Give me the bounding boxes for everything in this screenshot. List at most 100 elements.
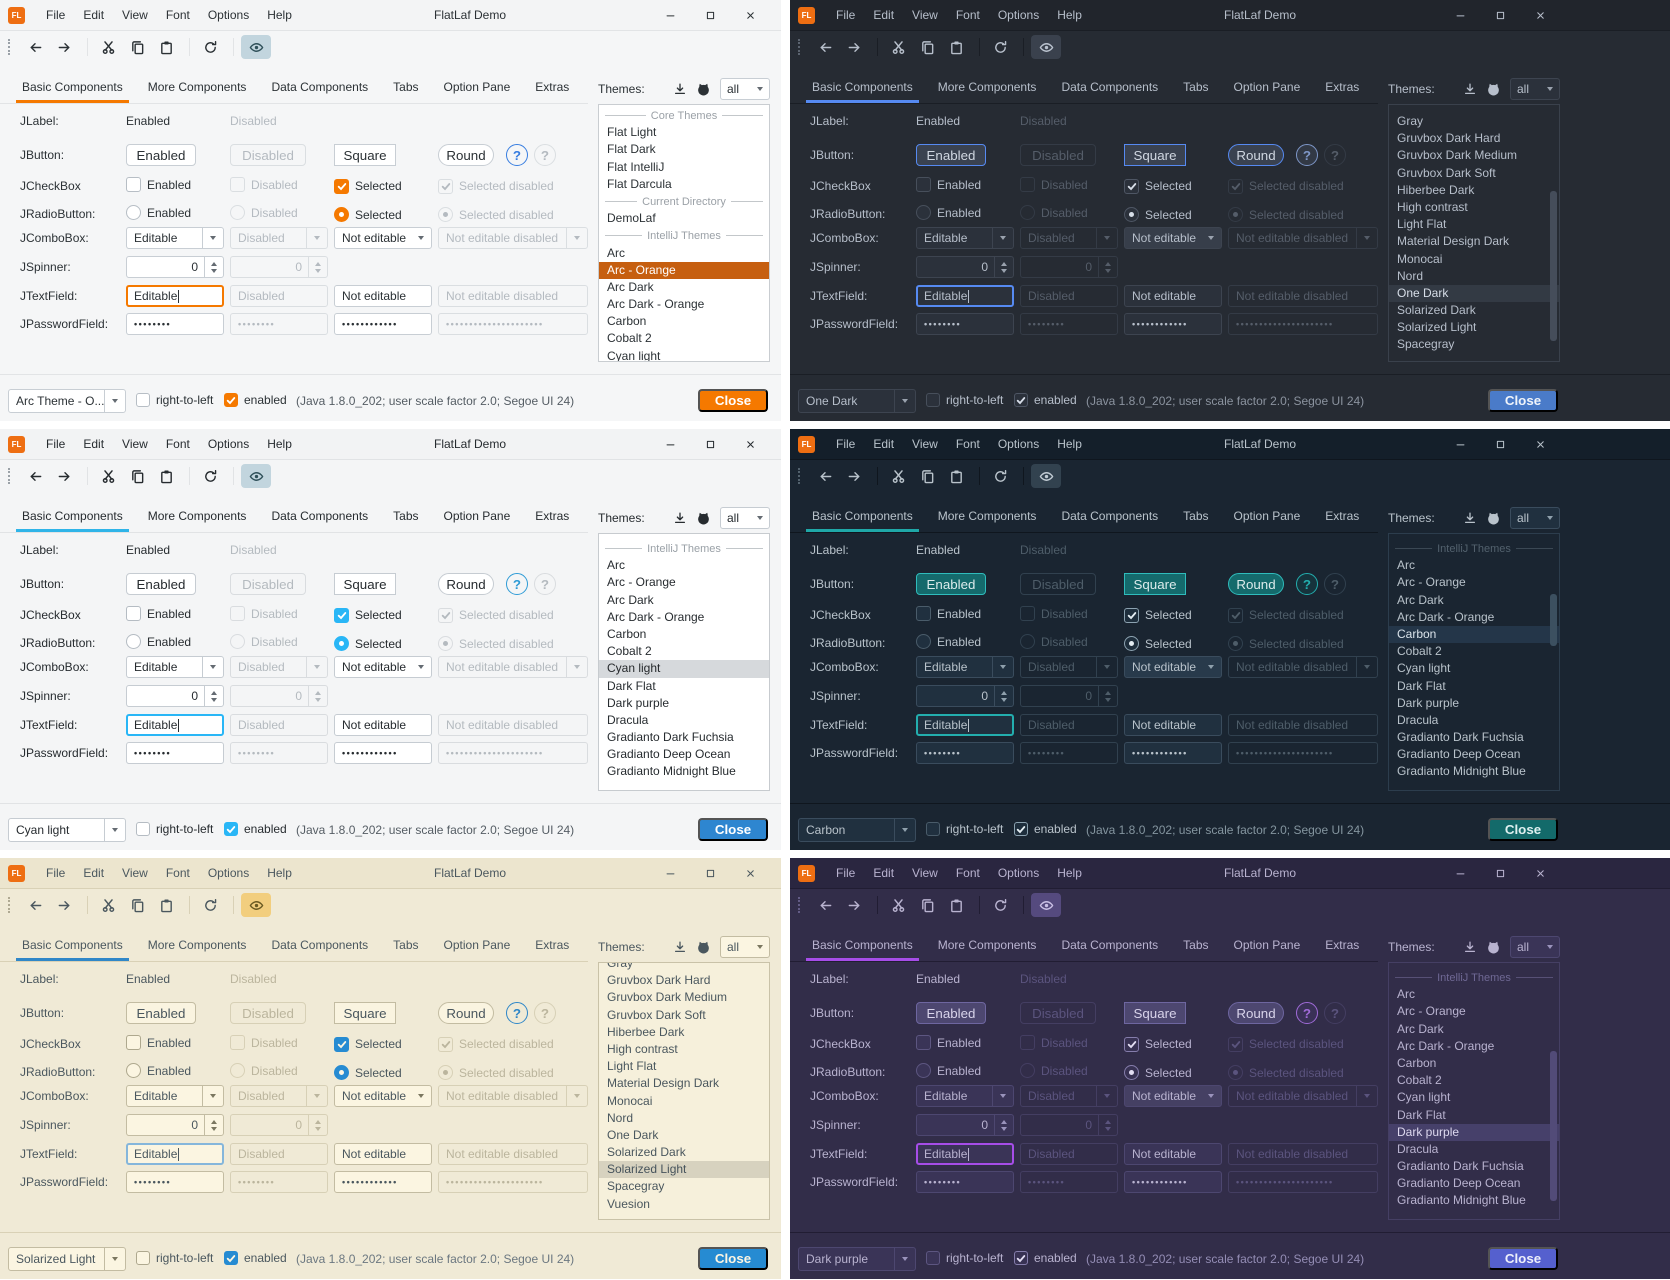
paste-icon[interactable]: [153, 893, 179, 917]
menu-file[interactable]: File: [46, 866, 66, 880]
theme-list-item[interactable]: Arc Dark - Orange: [607, 297, 705, 312]
theme-list-item[interactable]: Gruvbox Dark Medium: [1397, 148, 1518, 163]
enabled-checkbox[interactable]: enabled: [224, 393, 287, 407]
close-window-button[interactable]: [1520, 429, 1560, 459]
menu-view[interactable]: View: [122, 866, 148, 880]
help-button[interactable]: ?: [506, 1002, 528, 1024]
theme-list-item[interactable]: Solarized Dark: [1397, 303, 1476, 318]
textfield-editable[interactable]: Editable: [916, 714, 1014, 736]
theme-list-item[interactable]: Arc Dark - Orange: [607, 609, 705, 624]
round-button[interactable]: Round: [1228, 1002, 1284, 1024]
theme-list-item[interactable]: Dracula: [1397, 712, 1439, 727]
tab-option-pane[interactable]: Option Pane: [443, 509, 511, 523]
round-button[interactable]: Round: [438, 1002, 494, 1024]
download-icon[interactable]: [1463, 82, 1477, 96]
tab-more-components[interactable]: More Components: [937, 938, 1037, 952]
help-button[interactable]: ?: [1296, 144, 1318, 166]
minimize-window-button[interactable]: [1440, 0, 1480, 30]
toolbar-grip-handle[interactable]: [8, 39, 13, 55]
textfield-editable[interactable]: Editable: [916, 285, 1014, 307]
theme-combobox[interactable]: Dark purple: [798, 1247, 916, 1271]
theme-list-item[interactable]: Dark Flat: [1397, 1107, 1446, 1122]
maximize-window-button[interactable]: [1480, 429, 1520, 459]
radio-enabled[interactable]: Enabled: [126, 205, 191, 220]
round-button[interactable]: Round: [1228, 144, 1284, 166]
theme-list-item[interactable]: Cobalt 2: [607, 644, 652, 659]
tab-extras[interactable]: Extras: [1325, 509, 1360, 523]
menu-options[interactable]: Options: [997, 866, 1040, 880]
tab-tabs[interactable]: Tabs: [393, 509, 419, 523]
download-icon[interactable]: [1463, 511, 1477, 525]
enabled-button[interactable]: Enabled: [916, 144, 986, 166]
spinner-arrows[interactable]: [204, 257, 223, 277]
theme-list-item[interactable]: Light Flat: [607, 1059, 657, 1074]
checkbox-enabled[interactable]: Enabled: [916, 606, 981, 621]
theme-list-item[interactable]: Gradianto Dark Fuchsia: [1397, 730, 1524, 745]
tab-data-components[interactable]: Data Components: [271, 80, 369, 94]
paste-icon[interactable]: [153, 464, 179, 488]
textfield-not-editable[interactable]: Not editable: [334, 285, 432, 307]
menu-font[interactable]: Font: [955, 866, 980, 880]
menu-edit[interactable]: Edit: [83, 866, 105, 880]
menu-file[interactable]: File: [46, 8, 66, 22]
paste-icon[interactable]: [943, 35, 969, 59]
toolbar-grip-handle[interactable]: [798, 897, 803, 913]
passwordfield[interactable]: ••••••••: [916, 1171, 1014, 1193]
theme-list-item[interactable]: Cyan light: [1397, 661, 1451, 676]
spinner-arrows[interactable]: [994, 686, 1013, 706]
menu-view[interactable]: View: [122, 8, 148, 22]
tab-more-components[interactable]: More Components: [147, 80, 247, 94]
enabled-checkbox[interactable]: enabled: [1014, 1251, 1077, 1265]
round-button[interactable]: Round: [438, 573, 494, 595]
tab-option-pane[interactable]: Option Pane: [443, 938, 511, 952]
themes-filter-combobox[interactable]: all: [1510, 507, 1560, 529]
checkbox-selected[interactable]: Selected: [1124, 178, 1192, 194]
enabled-button[interactable]: Enabled: [916, 1002, 986, 1024]
menu-options[interactable]: Options: [997, 8, 1040, 22]
eye-icon[interactable]: [241, 35, 271, 59]
theme-list-item[interactable]: Hiberbee Dark: [607, 1024, 685, 1039]
theme-list-item-selected[interactable]: Solarized Light: [599, 1161, 769, 1179]
paste-icon[interactable]: [153, 35, 179, 59]
tab-more-components[interactable]: More Components: [147, 938, 247, 952]
scrollbar-thumb[interactable]: [1550, 191, 1557, 341]
theme-list-item[interactable]: Nord: [1397, 268, 1424, 283]
eye-icon[interactable]: [1031, 35, 1061, 59]
spinner-arrows[interactable]: [204, 1115, 223, 1135]
checkbox-selected[interactable]: Selected: [334, 607, 402, 623]
tab-basic-components[interactable]: Basic Components: [806, 80, 919, 103]
theme-list-item-selected[interactable]: One Dark: [1389, 284, 1559, 303]
theme-list-item[interactable]: Cobalt 2: [1397, 1073, 1442, 1088]
menu-help[interactable]: Help: [267, 866, 292, 880]
menu-edit[interactable]: Edit: [83, 437, 105, 451]
combobox-not-editable[interactable]: Not editable: [334, 1085, 432, 1107]
tab-basic-components[interactable]: Basic Components: [16, 938, 129, 961]
tab-tabs[interactable]: Tabs: [1183, 80, 1209, 94]
theme-list-item[interactable]: Gradianto Deep Ocean: [1397, 747, 1521, 762]
theme-list-item[interactable]: Cyan light: [1397, 1090, 1451, 1105]
theme-list-item[interactable]: Dark purple: [1397, 695, 1460, 710]
radio-enabled[interactable]: Enabled: [126, 634, 191, 649]
round-button[interactable]: Round: [438, 144, 494, 166]
menu-edit[interactable]: Edit: [873, 8, 895, 22]
theme-list-item[interactable]: Gray: [1397, 114, 1424, 128]
spinner-arrows[interactable]: [994, 257, 1013, 277]
menu-font[interactable]: Font: [955, 8, 980, 22]
tab-extras[interactable]: Extras: [1325, 80, 1360, 94]
radio-selected[interactable]: Selected: [1124, 207, 1192, 222]
checkbox-enabled[interactable]: Enabled: [126, 606, 191, 621]
enabled-button[interactable]: Enabled: [916, 573, 986, 595]
themes-filter-combobox[interactable]: all: [720, 78, 770, 100]
textfield-editable[interactable]: Editable: [916, 1143, 1014, 1165]
spinner-arrows[interactable]: [204, 686, 223, 706]
github-icon[interactable]: [1486, 511, 1501, 526]
menu-font[interactable]: Font: [955, 437, 980, 451]
theme-list-item-selected[interactable]: Carbon: [1389, 625, 1559, 644]
copy-icon[interactable]: [124, 893, 150, 917]
forward-icon[interactable]: [51, 893, 77, 917]
close-button[interactable]: Close: [1488, 389, 1558, 412]
theme-list-item[interactable]: Arc Dark: [607, 279, 654, 294]
theme-list-item[interactable]: Solarized Light: [1397, 320, 1477, 335]
textfield-editable[interactable]: Editable: [126, 1143, 224, 1165]
theme-list-item[interactable]: Vuesion: [607, 1196, 650, 1211]
